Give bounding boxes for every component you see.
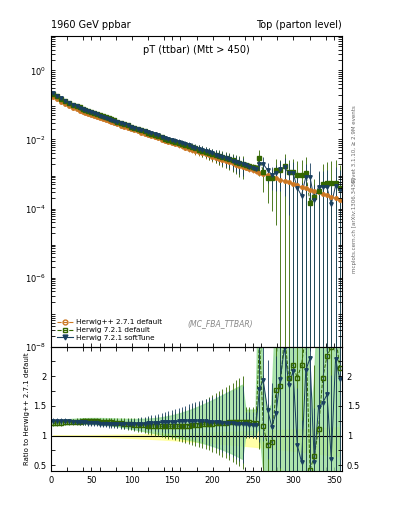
- Text: 1960 GeV ppbar: 1960 GeV ppbar: [51, 19, 131, 30]
- Legend: Herwig++ 2.7.1 default, Herwig 7.2.1 default, Herwig 7.2.1 softTune: Herwig++ 2.7.1 default, Herwig 7.2.1 def…: [55, 317, 164, 343]
- Text: Top (parton level): Top (parton level): [256, 19, 342, 30]
- Text: Rivet 3.1.10, ≥ 2.9M events: Rivet 3.1.10, ≥ 2.9M events: [352, 105, 357, 182]
- Y-axis label: Ratio to Herwig++ 2.7.1 default: Ratio to Herwig++ 2.7.1 default: [24, 353, 30, 465]
- Text: mcplots.cern.ch [arXiv:1306.3436]: mcplots.cern.ch [arXiv:1306.3436]: [352, 178, 357, 273]
- Text: (MC_FBA_TTBAR): (MC_FBA_TTBAR): [187, 319, 253, 328]
- Text: pT (ttbar) (Mtt > 450): pT (ttbar) (Mtt > 450): [143, 45, 250, 55]
